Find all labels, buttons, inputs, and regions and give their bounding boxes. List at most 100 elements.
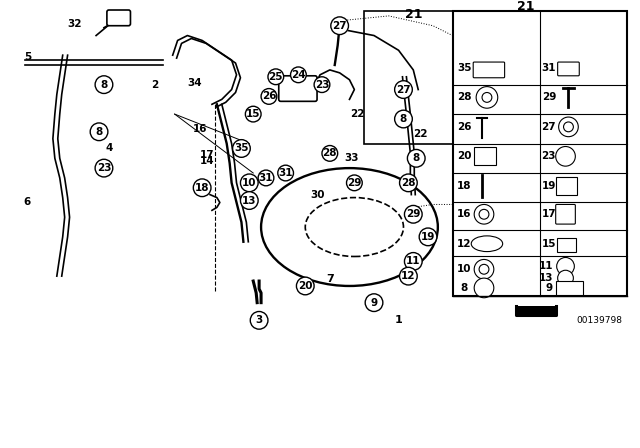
Circle shape [557,270,573,286]
Text: 34: 34 [187,78,202,88]
Text: 23: 23 [315,80,329,90]
Text: 11: 11 [539,261,553,271]
Circle shape [482,92,492,102]
Circle shape [278,165,294,181]
Circle shape [95,76,113,94]
Text: 2: 2 [152,80,159,90]
Circle shape [193,179,211,197]
Text: 10: 10 [457,264,472,274]
Ellipse shape [471,236,502,252]
Text: 29: 29 [541,92,556,103]
Text: 35: 35 [234,143,249,154]
Bar [557,238,576,252]
Text: 15: 15 [541,239,556,249]
Text: 31: 31 [278,168,293,178]
Text: 12: 12 [401,271,415,281]
Circle shape [241,192,258,209]
Ellipse shape [305,198,403,257]
Bar [452,11,627,296]
FancyBboxPatch shape [556,204,575,224]
Text: 13: 13 [539,273,553,283]
Text: 33: 33 [344,153,358,163]
Text: 28: 28 [457,92,472,103]
Circle shape [395,110,412,128]
Text: 10: 10 [242,178,257,188]
Text: 24: 24 [291,70,306,80]
Text: 26: 26 [262,91,276,101]
Circle shape [476,86,498,108]
Text: 8: 8 [461,283,468,293]
Ellipse shape [261,168,438,286]
Circle shape [399,267,417,285]
Circle shape [556,146,575,166]
Text: 8: 8 [400,114,407,124]
Circle shape [314,77,330,92]
Circle shape [564,122,573,132]
Text: 11: 11 [406,256,420,267]
Circle shape [557,258,574,275]
Text: 7: 7 [326,274,333,284]
Text: 30: 30 [311,190,325,200]
Text: 17: 17 [200,151,214,160]
Text: 19: 19 [541,181,556,191]
Text: 6: 6 [24,198,31,207]
Text: 8: 8 [100,80,108,90]
Text: 29: 29 [347,178,362,188]
Circle shape [559,117,579,137]
FancyBboxPatch shape [557,62,579,76]
Text: 28: 28 [401,178,415,188]
Text: 29: 29 [406,209,420,219]
Text: 00139798: 00139798 [577,316,623,325]
Circle shape [245,106,261,122]
Text: 16: 16 [457,209,472,219]
Text: 21: 21 [518,0,535,13]
Text: 27: 27 [541,122,556,132]
Circle shape [346,175,362,191]
Text: 19: 19 [421,232,435,242]
Text: 18: 18 [457,181,472,191]
FancyBboxPatch shape [107,10,131,26]
Circle shape [474,204,494,224]
Text: 27: 27 [332,21,347,31]
Text: 21: 21 [404,8,422,21]
Text: 9: 9 [545,283,552,293]
Circle shape [479,264,489,274]
Text: 31: 31 [259,173,273,183]
FancyBboxPatch shape [473,62,504,78]
Circle shape [404,206,422,223]
Text: 8: 8 [95,127,102,137]
Text: 8: 8 [413,153,420,163]
Circle shape [395,81,412,99]
Circle shape [296,277,314,295]
Circle shape [258,170,274,186]
Text: 22: 22 [350,109,365,119]
Text: 28: 28 [323,148,337,159]
Circle shape [474,278,494,298]
Circle shape [250,311,268,329]
Text: 3: 3 [255,315,263,325]
Circle shape [90,123,108,141]
Circle shape [291,67,307,83]
Text: 18: 18 [195,183,209,193]
Bar [364,11,452,143]
Circle shape [232,140,250,157]
Text: 1: 1 [395,315,403,325]
Bar [516,306,556,315]
Circle shape [241,174,258,192]
Text: 14: 14 [200,156,214,166]
Text: 25: 25 [269,72,283,82]
Text: 5: 5 [24,52,31,62]
Text: 4: 4 [105,143,113,154]
Text: 35: 35 [457,63,472,73]
Circle shape [404,253,422,270]
Text: 23: 23 [541,151,556,161]
Circle shape [474,259,494,279]
FancyBboxPatch shape [279,76,317,101]
Circle shape [268,69,284,85]
Bar [556,281,583,295]
Text: 12: 12 [457,239,472,249]
Text: 20: 20 [298,281,312,291]
Circle shape [408,150,425,167]
Bar [474,147,496,165]
Circle shape [331,17,348,34]
